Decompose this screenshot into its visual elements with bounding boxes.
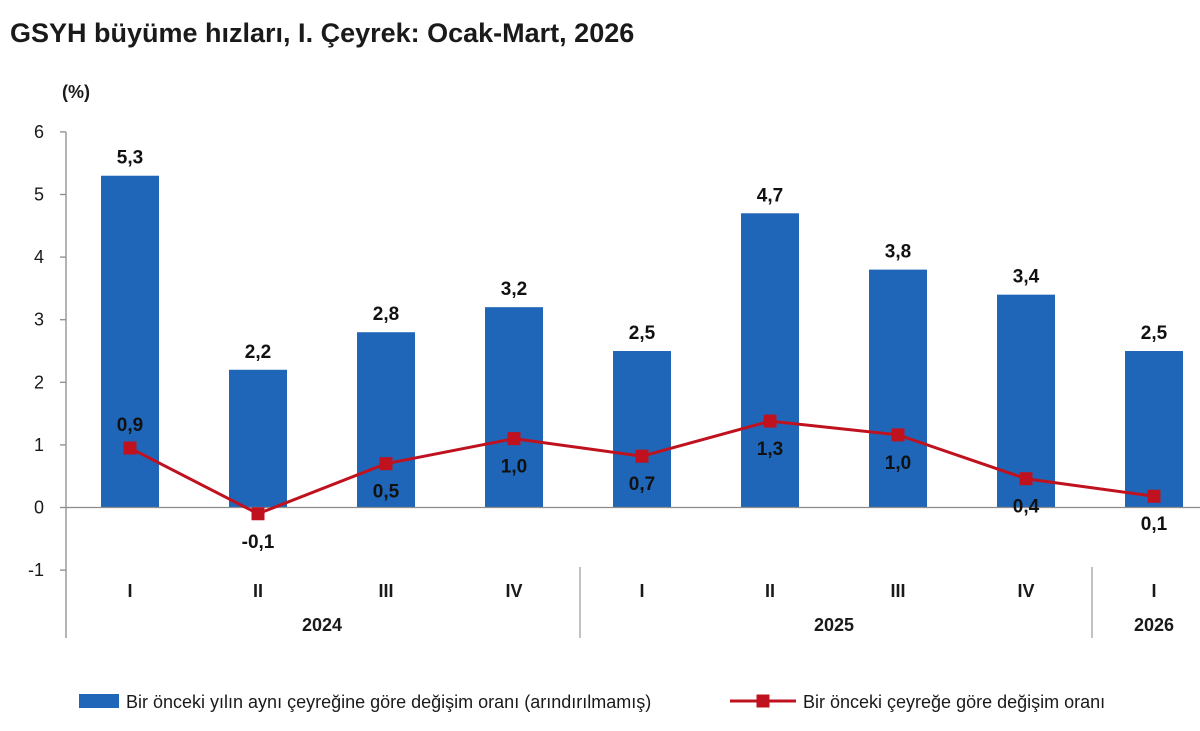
bar-value-label: 2,8 <box>373 304 399 325</box>
y-tick-label: -1 <box>28 560 44 580</box>
bar <box>229 369 287 508</box>
line-point <box>507 432 521 446</box>
data-labels: 5,3 2,2 2,8 3,2 2,5 4,7 3,8 3,4 2,5 0,9 -0,1 0,5 1,0… <box>117 148 1168 553</box>
line-point <box>1019 472 1033 486</box>
legend-line-label: Bir önceki çeyreğe göre değişim oranı <box>803 692 1105 712</box>
bar-value-label: 2,5 <box>1141 323 1168 344</box>
x-group-label: 2024 <box>302 615 342 635</box>
bar-value-label: 3,2 <box>501 279 527 300</box>
bar <box>485 307 543 508</box>
x-group-label: 2025 <box>814 615 854 635</box>
y-tick-label: 3 <box>34 310 44 330</box>
line-value-label: 1,0 <box>501 457 527 478</box>
line-point <box>891 428 905 442</box>
legend-line-marker <box>756 694 770 708</box>
x-tick-label: III <box>890 581 905 601</box>
bar-value-label: 2,2 <box>245 342 271 363</box>
line-point <box>251 507 265 521</box>
y-tick-label: 0 <box>34 498 44 518</box>
line-value-label: -0,1 <box>242 532 275 553</box>
x-tick-label: II <box>253 581 263 601</box>
x-tick-label: IV <box>505 581 522 601</box>
y-axis-unit-label: (%) <box>62 82 90 102</box>
x-tick-label: I <box>639 581 644 601</box>
bar-value-label: 3,4 <box>1013 267 1040 288</box>
line-series <box>123 414 1161 521</box>
line-point <box>1147 489 1161 503</box>
legend-bar-label: Bir önceki yılın aynı çeyreğine göre değ… <box>126 692 651 712</box>
bar <box>613 351 671 508</box>
bar-value-label: 2,5 <box>629 323 656 344</box>
bar-value-label: 3,8 <box>885 242 911 263</box>
bar-series <box>101 175 1183 508</box>
x-tick-label: III <box>378 581 393 601</box>
line-value-label: 1,3 <box>757 439 783 460</box>
line-point <box>763 414 777 428</box>
x-tick-label: II <box>765 581 775 601</box>
y-tick-label: 4 <box>34 247 44 267</box>
line-point <box>123 441 137 455</box>
line-point <box>635 449 649 463</box>
line-value-label: 0,4 <box>1013 497 1040 518</box>
chart-title: GSYH büyüme hızları, I. Çeyrek: Ocak-Mar… <box>10 18 634 48</box>
x-tick-label: IV <box>1017 581 1034 601</box>
y-tick-label: 1 <box>34 435 44 455</box>
y-tick-label: 5 <box>34 185 44 205</box>
legend: Bir önceki yılın aynı çeyreğine göre değ… <box>79 692 1105 712</box>
bar <box>869 269 927 508</box>
y-tick-label: 6 <box>34 122 44 142</box>
bar <box>357 332 415 508</box>
line-value-label: 0,7 <box>629 474 655 495</box>
y-axis: -1 0 1 2 3 4 5 6 <box>28 122 67 638</box>
bar <box>741 213 799 508</box>
legend-bar-swatch <box>79 694 119 708</box>
line-value-label: 1,0 <box>885 453 911 474</box>
x-tick-label: I <box>1151 581 1156 601</box>
y-tick-label: 2 <box>34 372 44 392</box>
x-tick-label: I <box>127 581 132 601</box>
bar-value-label: 4,7 <box>757 185 783 206</box>
line-point <box>379 457 393 471</box>
x-group-label: 2026 <box>1134 615 1174 635</box>
line-value-label: 0,9 <box>117 415 143 436</box>
bar <box>1125 351 1183 508</box>
bar-value-label: 5,3 <box>117 148 143 169</box>
line-value-label: 0,5 <box>373 482 400 503</box>
line-value-label: 0,1 <box>1141 514 1168 535</box>
